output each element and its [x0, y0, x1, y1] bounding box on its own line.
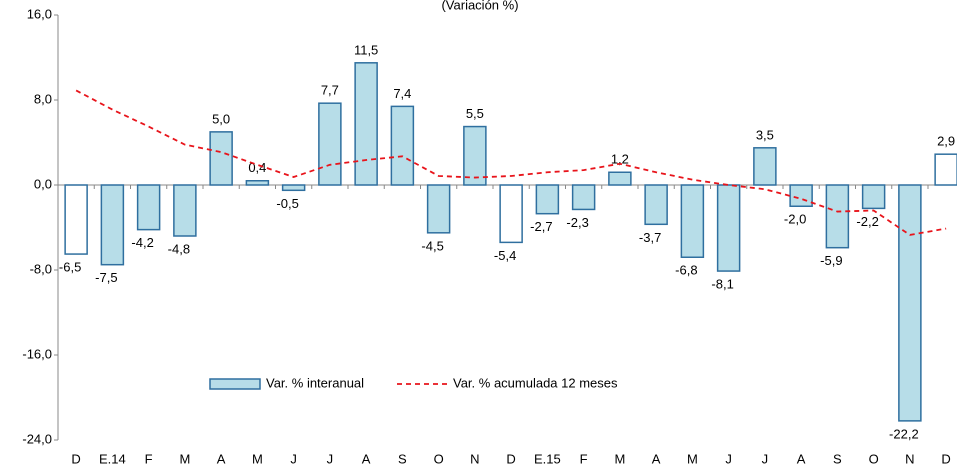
bar: [499, 184, 523, 244]
x-tick-label: E.14: [99, 451, 126, 466]
bar: [64, 184, 88, 255]
x-tick-label: J: [327, 451, 334, 466]
value-label: 1,2: [611, 152, 629, 167]
value-label: -8,1: [711, 277, 733, 292]
x-tick-label: N: [905, 451, 914, 466]
legend-label: Var. % acumulada 12 meses: [453, 375, 618, 390]
x-tick-label: N: [470, 451, 479, 466]
bar: [753, 147, 777, 186]
value-label: -6,5: [59, 260, 81, 275]
y-tick-label: -8,0: [30, 261, 52, 276]
y-tick-label: 0,0: [34, 176, 52, 191]
x-tick-label: F: [580, 451, 588, 466]
legend-swatch: [209, 378, 261, 390]
bar: [245, 180, 270, 186]
x-tick-label: A: [652, 451, 661, 466]
bar: [789, 184, 813, 207]
y-tick-label: -24,0: [22, 431, 52, 446]
value-label: -4,2: [131, 235, 153, 250]
y-tick-label: -16,0: [22, 346, 52, 361]
value-label: 7,7: [321, 83, 339, 98]
x-tick-label: D: [71, 451, 80, 466]
value-label: -7,5: [95, 270, 117, 285]
bar: [898, 184, 922, 422]
y-tick-label: 8,0: [34, 91, 52, 106]
value-label: 7,4: [393, 86, 411, 101]
x-tick-label: M: [252, 451, 263, 466]
value-label: -3,7: [639, 230, 661, 245]
bar: [463, 125, 487, 186]
x-tick-label: E.15: [534, 451, 561, 466]
value-label: -2,2: [856, 214, 878, 229]
x-tick-label: S: [398, 451, 407, 466]
x-tick-label: A: [217, 451, 226, 466]
bar: [100, 184, 125, 266]
x-tick-label: M: [687, 451, 698, 466]
bar: [571, 184, 596, 211]
value-label: 3,5: [756, 127, 774, 142]
value-label: -5,4: [494, 248, 516, 263]
chart-title: (Variación %): [441, 0, 518, 12]
value-label: -4,8: [168, 241, 190, 256]
bar: [680, 184, 705, 258]
value-label: 5,0: [212, 111, 230, 126]
bar: [136, 184, 161, 231]
value-label: -5,9: [820, 253, 842, 268]
bar: [608, 171, 632, 186]
bar: [390, 105, 415, 186]
bar: [934, 153, 957, 186]
x-tick-label: A: [362, 451, 371, 466]
bar: [173, 184, 197, 237]
value-label: -2,7: [530, 219, 552, 234]
x-tick-label: D: [941, 451, 950, 466]
x-tick-label: J: [290, 451, 297, 466]
value-label: -2,3: [566, 215, 588, 230]
bar: [825, 184, 850, 249]
x-tick-label: O: [434, 451, 444, 466]
bar: [354, 62, 378, 186]
value-label: -6,8: [675, 263, 697, 278]
value-label: 2,9: [937, 134, 955, 149]
bar: [644, 184, 668, 226]
x-tick-label: J: [725, 451, 732, 466]
value-label: -0,5: [276, 196, 298, 211]
value-label: -4,5: [421, 238, 443, 253]
y-tick-label: 16,0: [27, 6, 52, 21]
x-tick-label: D: [506, 451, 515, 466]
bar: [861, 184, 886, 210]
value-label: 11,5: [354, 42, 378, 57]
x-tick-label: M: [179, 451, 190, 466]
bar: [318, 102, 342, 186]
value-label: -2,0: [784, 212, 806, 227]
x-tick-label: S: [833, 451, 842, 466]
x-tick-label: A: [797, 451, 806, 466]
bar: [716, 184, 741, 272]
legend-label: Var. % interanual: [266, 375, 364, 390]
bar: [535, 184, 560, 215]
bar: [281, 184, 306, 192]
x-tick-label: F: [145, 451, 153, 466]
value-label: 5,5: [466, 106, 484, 121]
x-tick-label: M: [614, 451, 625, 466]
bar: [209, 131, 233, 186]
line-series: [75, 89, 947, 236]
x-tick-label: O: [869, 451, 879, 466]
bar: [426, 184, 451, 234]
value-label: -22,2: [889, 426, 919, 441]
x-tick-label: J: [762, 451, 769, 466]
